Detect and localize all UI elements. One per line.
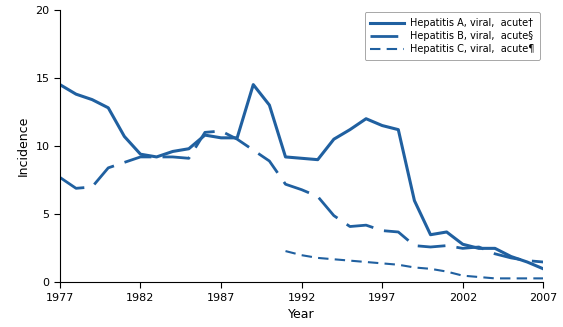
Hepatitis A, viral,  acute†	[508, 255, 515, 259]
Hepatitis A, viral,  acute†	[363, 117, 369, 121]
Hepatitis B, viral,  acute§	[218, 129, 225, 133]
Hepatitis B, viral,  acute§	[105, 166, 111, 170]
Hepatitis B, viral,  acute§	[476, 245, 482, 249]
Hepatitis B, viral,  acute§	[491, 252, 498, 256]
Hepatitis B, viral,  acute§	[234, 137, 240, 141]
Line: Hepatitis A, viral,  acute†: Hepatitis A, viral, acute†	[60, 85, 543, 269]
Hepatitis A, viral,  acute†	[491, 247, 498, 250]
Hepatitis A, viral,  acute†	[330, 137, 337, 141]
Hepatitis B, viral,  acute§	[427, 245, 434, 249]
Hepatitis C, viral,  acute¶	[282, 249, 289, 253]
Hepatitis B, viral,  acute§	[395, 230, 401, 234]
Hepatitis B, viral,  acute§	[298, 188, 305, 192]
Hepatitis C, viral,  acute¶	[314, 256, 321, 260]
Hepatitis C, viral,  acute¶	[491, 276, 498, 280]
Hepatitis A, viral,  acute†	[234, 136, 240, 140]
Hepatitis B, viral,  acute§	[347, 225, 354, 229]
Hepatitis B, viral,  acute§	[540, 260, 547, 264]
Hepatitis A, viral,  acute†	[89, 98, 96, 102]
Hepatitis C, viral,  acute¶	[508, 276, 515, 280]
Hepatitis B, viral,  acute§	[202, 130, 208, 134]
Hepatitis A, viral,  acute†	[411, 198, 418, 202]
Hepatitis A, viral,  acute†	[105, 106, 111, 110]
Hepatitis A, viral,  acute†	[282, 155, 289, 159]
Hepatitis C, viral,  acute¶	[524, 276, 530, 280]
Line: Hepatitis C, viral,  acute¶: Hepatitis C, viral, acute¶	[285, 251, 543, 278]
X-axis label: Year: Year	[288, 308, 315, 321]
Hepatitis C, viral,  acute¶	[379, 261, 386, 265]
Hepatitis A, viral,  acute†	[459, 242, 466, 246]
Hepatitis A, viral,  acute†	[540, 267, 547, 271]
Hepatitis C, viral,  acute¶	[347, 259, 354, 263]
Hepatitis C, viral,  acute¶	[411, 266, 418, 269]
Hepatitis C, viral,  acute¶	[330, 257, 337, 261]
Y-axis label: Incidence: Incidence	[17, 116, 30, 176]
Hepatitis A, viral,  acute†	[185, 147, 192, 151]
Hepatitis C, viral,  acute¶	[427, 267, 434, 271]
Hepatitis C, viral,  acute¶	[363, 260, 369, 264]
Hepatitis A, viral,  acute†	[395, 128, 401, 131]
Hepatitis B, viral,  acute§	[508, 256, 515, 260]
Hepatitis A, viral,  acute†	[73, 92, 79, 96]
Hepatitis A, viral,  acute†	[347, 128, 354, 131]
Hepatitis A, viral,  acute†	[153, 155, 160, 159]
Hepatitis C, viral,  acute¶	[395, 263, 401, 267]
Hepatitis A, viral,  acute†	[298, 156, 305, 160]
Hepatitis A, viral,  acute†	[314, 158, 321, 162]
Hepatitis B, viral,  acute§	[137, 155, 144, 159]
Hepatitis C, viral,  acute¶	[443, 269, 450, 273]
Hepatitis A, viral,  acute†	[443, 230, 450, 234]
Hepatitis B, viral,  acute§	[314, 195, 321, 198]
Hepatitis A, viral,  acute†	[56, 83, 63, 87]
Hepatitis A, viral,  acute†	[121, 134, 128, 138]
Line: Hepatitis B, viral,  acute§: Hepatitis B, viral, acute§	[60, 131, 543, 262]
Hepatitis A, viral,  acute†	[427, 233, 434, 237]
Hepatitis C, viral,  acute¶	[540, 276, 547, 280]
Hepatitis A, viral,  acute†	[202, 133, 208, 137]
Hepatitis A, viral,  acute†	[476, 247, 482, 250]
Hepatitis B, viral,  acute§	[524, 259, 530, 263]
Hepatitis B, viral,  acute§	[459, 247, 466, 250]
Hepatitis B, viral,  acute§	[443, 244, 450, 248]
Hepatitis A, viral,  acute†	[379, 124, 386, 128]
Hepatitis B, viral,  acute§	[169, 155, 176, 159]
Hepatitis B, viral,  acute§	[250, 148, 257, 152]
Hepatitis A, viral,  acute†	[218, 136, 225, 140]
Hepatitis B, viral,  acute§	[330, 214, 337, 217]
Hepatitis C, viral,  acute¶	[476, 275, 482, 279]
Hepatitis B, viral,  acute§	[363, 223, 369, 227]
Hepatitis B, viral,  acute§	[89, 185, 96, 189]
Hepatitis B, viral,  acute§	[153, 155, 160, 159]
Hepatitis B, viral,  acute§	[121, 161, 128, 164]
Hepatitis B, viral,  acute§	[185, 156, 192, 160]
Hepatitis B, viral,  acute§	[266, 159, 272, 163]
Hepatitis B, viral,  acute§	[379, 229, 386, 232]
Hepatitis A, viral,  acute†	[169, 149, 176, 153]
Hepatitis A, viral,  acute†	[137, 152, 144, 156]
Hepatitis C, viral,  acute¶	[298, 253, 305, 257]
Hepatitis A, viral,  acute†	[250, 83, 257, 87]
Hepatitis C, viral,  acute¶	[459, 274, 466, 278]
Hepatitis B, viral,  acute§	[56, 176, 63, 180]
Hepatitis B, viral,  acute§	[282, 182, 289, 186]
Hepatitis B, viral,  acute§	[73, 186, 79, 190]
Legend: Hepatitis A, viral,  acute†, Hepatitis B, viral,  acute§, Hepatitis C, viral,  a: Hepatitis A, viral, acute†, Hepatitis B,…	[364, 12, 540, 60]
Hepatitis B, viral,  acute§	[411, 244, 418, 248]
Hepatitis A, viral,  acute†	[266, 103, 272, 107]
Hepatitis A, viral,  acute†	[524, 260, 530, 264]
